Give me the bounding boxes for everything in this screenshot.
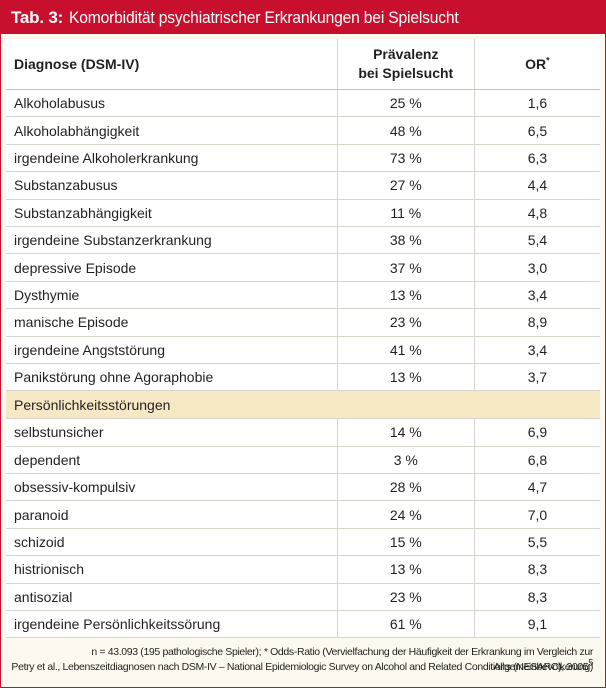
cell-prevalence: 11 % <box>336 199 475 227</box>
cell-diagnosis: Alkoholabhängigkeit <box>6 116 338 145</box>
table-row: irgendeine Persönlichkeitssörung 61 % 9,1 <box>6 610 600 639</box>
cell-prevalence: 13 % <box>336 363 475 392</box>
header-prevalence-line1: Prävalenz <box>373 46 439 62</box>
section-label: Persönlichkeitsstörungen <box>6 390 600 420</box>
table-row: Dysthymie 13 % 3,4 <box>6 281 600 310</box>
table-row: selbstunsicher 14 % 6,9 <box>6 418 600 447</box>
header-or-asterisk: * <box>546 54 550 65</box>
cell-prevalence: 27 % <box>336 171 475 200</box>
header-diagnosis: Diagnose (DSM-IV) <box>6 39 338 90</box>
table-row: Substanzabhängigkeit 11 % 4,8 <box>6 199 600 227</box>
cell-odds-ratio: 9,1 <box>473 610 600 639</box>
table-row: dependent 3 % 6,8 <box>6 446 600 475</box>
cell-odds-ratio: 7,0 <box>473 500 600 529</box>
table-section: Persönlichkeitsstörungen <box>6 390 600 420</box>
cell-odds-ratio: 8,9 <box>473 308 600 337</box>
cell-prevalence: 23 % <box>336 308 475 337</box>
cell-odds-ratio: 6,8 <box>473 446 600 475</box>
cell-odds-ratio: 1,6 <box>473 89 600 118</box>
cell-diagnosis: selbstunsicher <box>6 418 338 447</box>
table-row: irgendeine Angststörung 41 % 3,4 <box>6 336 600 364</box>
cell-diagnosis: manische Episode <box>6 308 338 337</box>
table-row: irgendeine Alkoholerkrankung 73 % 6,3 <box>6 144 600 173</box>
footnote-line1: n = 43.093 (195 pathologische Spieler); … <box>91 646 593 673</box>
cell-prevalence: 48 % <box>336 116 475 145</box>
cell-odds-ratio: 6,9 <box>473 418 600 447</box>
table-title-bar: Tab. 3: Komorbidität psychiatrischer Erk… <box>1 1 605 34</box>
cell-prevalence: 15 % <box>336 528 475 557</box>
cell-diagnosis: paranoid <box>6 500 338 529</box>
table-row: histrionisch 13 % 8,3 <box>6 555 600 584</box>
cell-diagnosis: schizoid <box>6 528 338 557</box>
table-header-row: Diagnose (DSM-IV) Prävalenz bei Spielsuc… <box>6 39 600 90</box>
header-or-label: OR <box>525 55 547 72</box>
cell-diagnosis: Panikstörung ohne Agoraphobie <box>6 363 338 392</box>
cell-odds-ratio: 6,5 <box>473 116 600 145</box>
table-row: Alkoholabhängigkeit 48 % 6,5 <box>6 116 600 145</box>
cell-diagnosis: irgendeine Substanzerkrankung <box>6 226 338 255</box>
cell-prevalence: 38 % <box>336 226 475 255</box>
cell-prevalence: 13 % <box>336 555 475 584</box>
cell-prevalence: 25 % <box>336 89 475 118</box>
cell-diagnosis: depressive Episode <box>6 253 338 282</box>
cell-odds-ratio: 3,4 <box>473 281 600 310</box>
cell-diagnosis: obsessiv-kompulsiv <box>6 473 338 502</box>
cell-prevalence: 61 % <box>336 610 475 639</box>
footnote-source: Petry et al., Lebenszeitdiagnosen nach D… <box>11 661 589 673</box>
table-row: manische Episode 23 % 8,9 <box>6 308 600 337</box>
table-row: antisozial 23 % 8,3 <box>6 583 600 612</box>
cell-prevalence: 23 % <box>336 583 475 612</box>
table-number: Tab. 3: <box>11 7 64 27</box>
cell-prevalence: 14 % <box>336 418 475 447</box>
cell-prevalence: 3 % <box>336 446 475 475</box>
cell-odds-ratio: 4,8 <box>473 199 600 227</box>
cell-odds-ratio: 5,5 <box>473 528 600 557</box>
comorbidity-table: Diagnose (DSM-IV) Prävalenz bei Spielsuc… <box>6 39 600 639</box>
cell-odds-ratio: 4,4 <box>473 171 600 200</box>
header-prevalence-line2: bei Spielsucht <box>358 65 454 81</box>
table-row: depressive Episode 37 % 3,0 <box>6 253 600 282</box>
cell-diagnosis: Substanzabhängigkeit <box>6 199 338 227</box>
header-odds-ratio: OR* <box>473 39 600 90</box>
cell-odds-ratio: 6,3 <box>473 144 600 173</box>
footnote-line2: Petry et al., Lebenszeitdiagnosen nach D… <box>8 657 593 675</box>
table-row: Alkoholabusus 25 % 1,6 <box>6 89 600 118</box>
cell-prevalence: 37 % <box>336 253 475 282</box>
header-prevalence: Prävalenz bei Spielsucht <box>336 39 475 90</box>
cell-diagnosis: irgendeine Persönlichkeitssörung <box>6 610 338 639</box>
cell-diagnosis: irgendeine Alkoholerkrankung <box>6 144 338 173</box>
table-row: irgendeine Substanzerkrankung 38 % 5,4 <box>6 226 600 255</box>
section-row-personality-disorders: Persönlichkeitsstörungen <box>6 390 600 420</box>
table-body-group2: selbstunsicher 14 % 6,9 dependent 3 % 6,8 obse… <box>6 418 600 639</box>
cell-diagnosis: antisozial <box>6 583 338 612</box>
cell-prevalence: 24 % <box>336 500 475 529</box>
cell-prevalence: 28 % <box>336 473 475 502</box>
table-row: obsessiv-kompulsiv 28 % 4,7 <box>6 473 600 502</box>
table-body-group1: Alkoholabusus 25 % 1,6 Alkoholabhängigkeit 4… <box>6 89 600 392</box>
table-row: Substanzabusus 27 % 4,4 <box>6 171 600 200</box>
cell-diagnosis: irgendeine Angststörung <box>6 336 338 364</box>
cell-odds-ratio: 8,3 <box>473 583 600 612</box>
cell-odds-ratio: 5,4 <box>473 226 600 255</box>
cell-diagnosis: Alkoholabusus <box>6 89 338 118</box>
footnote-reference: 5 <box>588 657 593 668</box>
cell-odds-ratio: 8,3 <box>473 555 600 584</box>
cell-diagnosis: histrionisch <box>6 555 338 584</box>
cell-odds-ratio: 4,7 <box>473 473 600 502</box>
cell-odds-ratio: 3,7 <box>473 363 600 392</box>
table-title: Komorbidität psychiatrischer Erkrankunge… <box>69 7 459 27</box>
cell-prevalence: 41 % <box>336 336 475 364</box>
cell-diagnosis: Dysthymie <box>6 281 338 310</box>
table-row: paranoid 24 % 7,0 <box>6 500 600 529</box>
cell-diagnosis: Substanzabusus <box>6 171 338 200</box>
table-row: schizoid 15 % 5,5 <box>6 528 600 557</box>
cell-odds-ratio: 3,4 <box>473 336 600 364</box>
cell-prevalence: 13 % <box>336 281 475 310</box>
cell-prevalence: 73 % <box>336 144 475 173</box>
table-row: Panikstörung ohne Agoraphobie 13 % 3,7 <box>6 363 600 392</box>
cell-odds-ratio: 3,0 <box>473 253 600 282</box>
cell-diagnosis: dependent <box>6 446 338 475</box>
